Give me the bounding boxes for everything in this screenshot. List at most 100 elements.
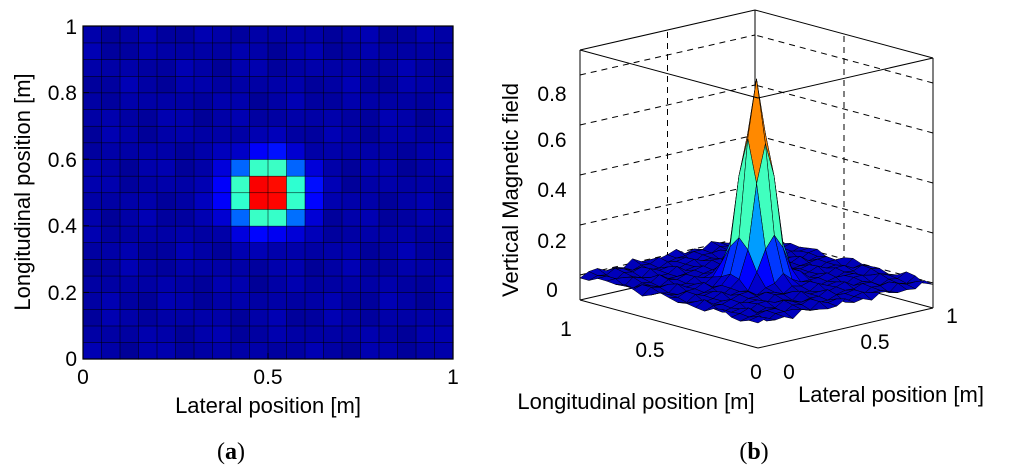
heatmap-cell [267, 325, 288, 343]
heatmap-cell [304, 125, 325, 144]
heatmap-cell [267, 42, 288, 60]
heatmap-cell [156, 42, 177, 60]
panel-b-label: (b) [739, 439, 768, 465]
heatmap-cell [341, 308, 362, 327]
heatmap-cell [249, 192, 269, 210]
heatmap-cell [304, 92, 325, 110]
surface-ztick-2: 0.4 [537, 179, 567, 202]
surface-panel: 0 0.2 0.4 0.6 0.8 1 0.5 0 0 0.5 1 Longit… [498, 9, 984, 465]
heatmap-cell [434, 325, 454, 343]
heatmap-cell [175, 75, 195, 94]
heatmap-cell [138, 208, 158, 227]
heatmap-cell [175, 308, 195, 327]
heatmap-cell [156, 59, 177, 77]
heatmap-cell [230, 242, 251, 260]
heatmap-cell [304, 142, 325, 160]
heatmap-cell [249, 342, 269, 360]
heatmap-cell [286, 275, 306, 293]
heatmap-cell [119, 158, 140, 177]
heatmap-cell [323, 208, 343, 227]
heatmap-cell [323, 275, 343, 293]
heatmap-cell [360, 59, 380, 77]
heatmap-cell [249, 292, 269, 310]
heatmap-cell [415, 75, 436, 94]
heatmap-cell [82, 75, 103, 94]
surface-zgrid [754, 84, 934, 134]
heatmap-cell [378, 109, 399, 127]
heatmap-cell [323, 325, 343, 343]
heatmap-cell [119, 142, 140, 160]
heatmap-cell [82, 258, 103, 277]
heatmap-cell [119, 242, 140, 260]
heatmap-cell [101, 158, 121, 177]
heatmap-cell [434, 175, 454, 194]
heatmap-cell [119, 109, 140, 127]
heatmap-cell [212, 308, 232, 327]
heatmap-cell [267, 242, 288, 260]
heatmap-cell [304, 242, 325, 260]
heatmap-cell [415, 42, 436, 60]
heatmap-cell [175, 192, 195, 210]
heatmap-cell [267, 25, 288, 44]
heatmap-cell [267, 342, 288, 360]
heatmap-cell [341, 92, 362, 110]
heatmap-cell [267, 125, 288, 144]
surface-xlabel: Lateral position [m] [798, 382, 984, 407]
heatmap-cell [397, 242, 417, 260]
heatmap-ytick-4: 0.8 [48, 82, 77, 105]
surface-patch [748, 316, 768, 324]
heatmap-ytick-2: 0.4 [48, 215, 78, 238]
heatmap-cell [119, 92, 140, 110]
heatmap-cell [378, 308, 399, 327]
heatmap-cell [119, 192, 140, 210]
heatmap-cell [230, 275, 251, 293]
heatmap-cell [212, 342, 232, 360]
heatmap-cell [341, 258, 362, 277]
heatmap-cell [415, 125, 436, 144]
heatmap-cell [341, 75, 362, 94]
heatmap-xtick-0: 0 [77, 366, 89, 389]
heatmap-cell [323, 59, 343, 77]
heatmap-cell [212, 242, 232, 260]
heatmap-cell [101, 192, 121, 210]
heatmap-cell [193, 292, 214, 310]
heatmap-cell [175, 158, 195, 177]
heatmap-cell [249, 225, 269, 244]
heatmap-cell [286, 242, 306, 260]
surface-ytick-2: 1 [560, 318, 572, 341]
heatmap-cells [82, 25, 454, 360]
heatmap-cell [193, 325, 214, 343]
heatmap-cell [304, 109, 325, 127]
heatmap-cell [323, 25, 343, 44]
heatmap-cell [341, 292, 362, 310]
heatmap-cell [156, 142, 177, 160]
heatmap-cell [360, 42, 380, 60]
surface-zgrid [754, 184, 934, 234]
heatmap-cell [138, 42, 158, 60]
heatmap-cell [434, 59, 454, 77]
heatmap-cell [286, 192, 306, 210]
heatmap-cell [230, 142, 251, 160]
heatmap-cell [360, 258, 380, 277]
heatmap-ytick-5: 1 [65, 16, 77, 39]
heatmap-cell [156, 208, 177, 227]
heatmap-cell [156, 342, 177, 360]
surface-zgrid [579, 84, 756, 126]
heatmap-cell [323, 142, 343, 160]
heatmap-cell [415, 208, 436, 227]
heatmap-cell [156, 275, 177, 293]
panel-a-label: (a) [217, 439, 245, 465]
heatmap-cell [101, 175, 121, 194]
heatmap-cell [378, 158, 399, 177]
heatmap-cell [267, 225, 288, 244]
heatmap-cell [304, 275, 325, 293]
heatmap-cell [434, 208, 454, 227]
heatmap-cell [415, 225, 436, 244]
heatmap-cell [286, 342, 306, 360]
heatmap-cell [138, 292, 158, 310]
heatmap-cell [323, 125, 343, 144]
heatmap-cell [267, 158, 288, 177]
heatmap-cell [360, 242, 380, 260]
surface-box-edge [754, 9, 934, 59]
